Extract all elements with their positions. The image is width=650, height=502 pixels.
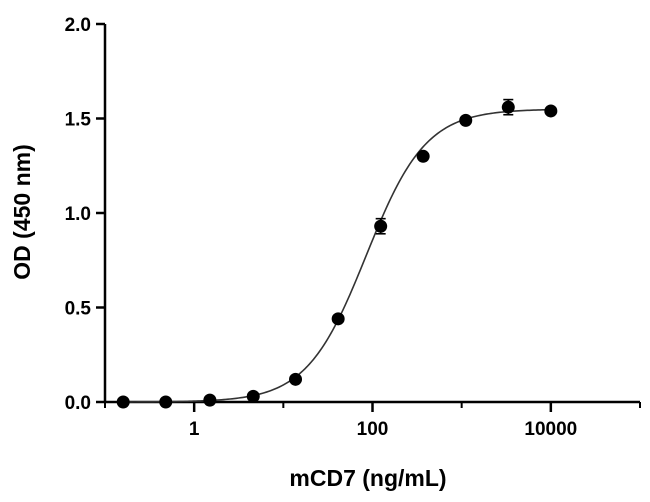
points-layer [116, 98, 558, 409]
data-point [459, 113, 473, 127]
fit-curve-layer [123, 108, 551, 403]
data-point [159, 395, 173, 409]
fit-curve [123, 108, 551, 403]
data-point [116, 395, 130, 409]
data-point [544, 104, 558, 118]
data-point [416, 149, 430, 163]
y-axis-title: OD (450 nm) [9, 144, 35, 279]
x-tick-label: 10000 [524, 419, 577, 440]
y-tick-label: 0.0 [65, 393, 91, 414]
y-tick-label: 1.5 [65, 110, 92, 131]
data-point [501, 100, 515, 114]
data-point [374, 219, 388, 233]
data-point [203, 393, 217, 407]
x-tick-label: 1 [189, 419, 200, 440]
y-tick-label: 1.0 [65, 204, 91, 225]
x-tick-label: 100 [357, 419, 389, 440]
axes: 0.0 0.5 1.0 1.5 2.0 1 100 10000 [65, 15, 641, 440]
data-point [331, 312, 345, 326]
data-point [289, 372, 303, 386]
x-axis-title: mCD7 (ng/mL) [289, 465, 446, 491]
y-tick-label: 0.5 [65, 299, 92, 320]
data-point [246, 389, 260, 403]
y-tick-label: 2.0 [65, 15, 91, 36]
